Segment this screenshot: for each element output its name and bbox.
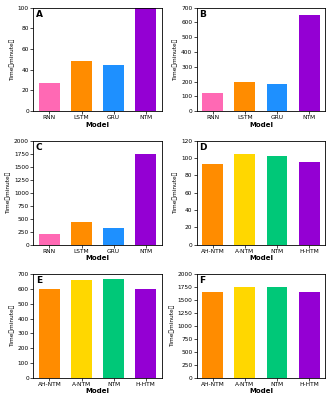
Bar [234, 154, 255, 244]
Bar [71, 280, 92, 378]
Bar [135, 289, 156, 378]
X-axis label: Model: Model [249, 122, 273, 128]
Y-axis label: Time（minute）: Time（minute） [9, 305, 15, 347]
Bar [39, 83, 60, 111]
Bar [234, 82, 255, 111]
Bar [103, 64, 124, 111]
Bar [202, 164, 223, 244]
Text: C: C [36, 143, 42, 152]
Y-axis label: Time（minute）: Time（minute） [9, 38, 15, 80]
Text: E: E [36, 276, 42, 285]
Bar [39, 289, 60, 378]
Bar [266, 156, 287, 244]
Bar [299, 292, 320, 378]
X-axis label: Model: Model [249, 255, 273, 261]
Text: D: D [199, 143, 207, 152]
Bar [71, 62, 92, 111]
X-axis label: Model: Model [85, 255, 110, 261]
Bar [39, 234, 60, 244]
Bar [202, 93, 223, 111]
Bar [135, 154, 156, 244]
X-axis label: Model: Model [85, 388, 110, 394]
Bar [103, 228, 124, 244]
Text: F: F [199, 276, 205, 285]
X-axis label: Model: Model [249, 388, 273, 394]
Y-axis label: Time（minute）: Time（minute） [173, 38, 178, 80]
Bar [103, 280, 124, 378]
Bar [202, 292, 223, 378]
Bar [234, 287, 255, 378]
Bar [266, 287, 287, 378]
Bar [266, 84, 287, 111]
Text: B: B [199, 10, 206, 19]
X-axis label: Model: Model [85, 122, 110, 128]
Bar [299, 162, 320, 244]
Bar [135, 8, 156, 111]
Bar [71, 222, 92, 244]
Y-axis label: Time（minute）: Time（minute） [6, 172, 11, 214]
Y-axis label: Time（minute）: Time（minute） [173, 172, 178, 214]
Y-axis label: Time（minute）: Time（minute） [169, 305, 174, 347]
Bar [299, 15, 320, 111]
Text: A: A [36, 10, 43, 19]
